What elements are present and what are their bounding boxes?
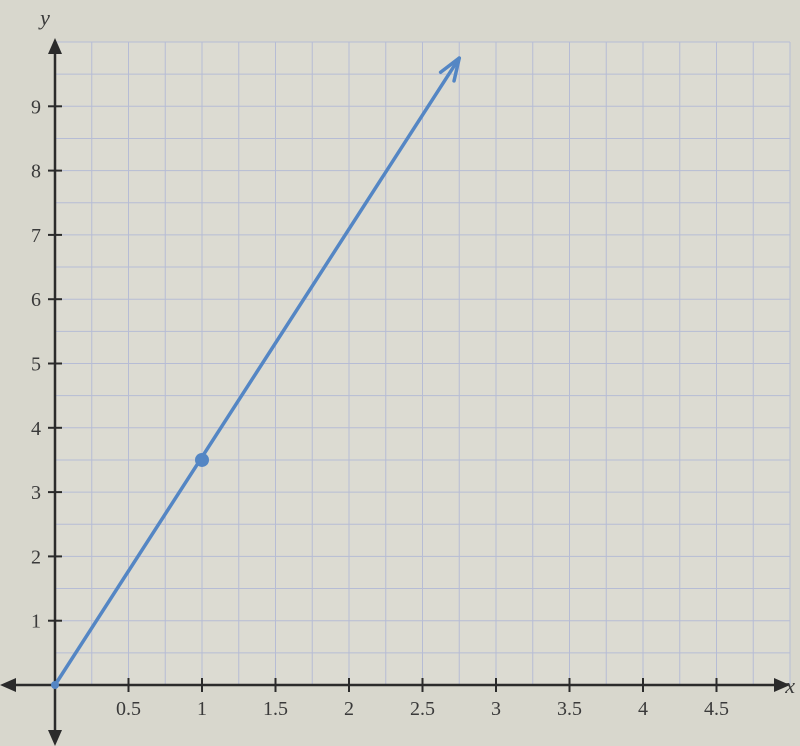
- x-axis-label: x: [784, 673, 795, 698]
- line-chart: 0.5 1 1.5 2 2.5 3 3.5 4 4.5 1 2 3 4 5 6 7 8 9 x y: [0, 0, 800, 746]
- x-tick-label: 3.5: [557, 698, 582, 720]
- x-tick-label: 3: [491, 698, 501, 720]
- chart-container: 0.5 1 1.5 2 2.5 3 3.5 4 4.5 1 2 3 4 5 6 7 8 9 x y: [0, 0, 800, 746]
- y-tick-label: 5: [31, 354, 41, 376]
- y-tick-label: 9: [31, 96, 41, 118]
- origin-point: [51, 681, 59, 689]
- x-tick-label: 0.5: [116, 698, 141, 720]
- marked-point: [195, 453, 209, 467]
- x-tick-label: 1: [197, 698, 207, 720]
- y-tick-label: 1: [31, 611, 41, 633]
- y-tick-label: 8: [31, 161, 41, 183]
- y-tick-label: 3: [31, 482, 41, 504]
- x-tick-label: 4: [638, 698, 648, 720]
- y-tick-label: 2: [31, 546, 41, 568]
- y-tick-label: 6: [31, 289, 41, 311]
- x-tick-label: 4.5: [704, 698, 729, 720]
- y-axis-label: y: [38, 5, 50, 30]
- x-tick-label: 1.5: [263, 698, 288, 720]
- y-tick-label: 7: [31, 225, 41, 247]
- y-tick-label: 4: [31, 418, 41, 440]
- gridlines: [55, 42, 790, 685]
- x-tick-label: 2.5: [410, 698, 435, 720]
- x-tick-label: 2: [344, 698, 354, 720]
